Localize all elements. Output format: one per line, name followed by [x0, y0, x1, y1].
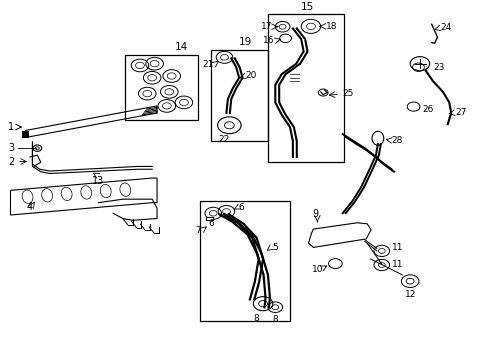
Text: 25: 25 — [343, 89, 354, 98]
Text: 28: 28 — [392, 136, 403, 145]
Bar — [200, 201, 291, 321]
Bar — [269, 14, 344, 162]
Text: 11: 11 — [392, 261, 403, 270]
Text: 24: 24 — [441, 23, 452, 32]
Text: 6: 6 — [208, 219, 214, 228]
Text: 16: 16 — [263, 36, 274, 45]
Text: 9: 9 — [313, 208, 319, 219]
Text: 14: 14 — [175, 42, 188, 52]
Text: 8: 8 — [272, 315, 278, 324]
Text: 2: 2 — [8, 157, 15, 167]
Text: 8: 8 — [254, 314, 260, 323]
Text: 19: 19 — [238, 37, 252, 47]
Text: 22: 22 — [219, 135, 230, 144]
Bar — [125, 55, 197, 120]
Text: 20: 20 — [245, 72, 256, 81]
Text: 23: 23 — [433, 63, 444, 72]
Text: 6: 6 — [239, 203, 245, 212]
Text: 11: 11 — [392, 243, 403, 252]
Text: 12: 12 — [405, 290, 417, 299]
Text: 15: 15 — [300, 1, 314, 12]
Bar — [211, 50, 269, 141]
Text: 1: 1 — [8, 122, 15, 132]
Text: 21: 21 — [202, 60, 213, 69]
Text: 4: 4 — [27, 202, 33, 212]
Text: 7: 7 — [196, 226, 201, 235]
Text: 5: 5 — [272, 243, 278, 252]
Text: 10: 10 — [312, 265, 323, 274]
Text: 26: 26 — [422, 105, 433, 114]
Text: 17: 17 — [261, 22, 273, 31]
Text: 13: 13 — [92, 176, 104, 186]
Text: 18: 18 — [326, 22, 337, 31]
Text: 27: 27 — [455, 108, 466, 117]
Text: 3: 3 — [8, 143, 15, 153]
